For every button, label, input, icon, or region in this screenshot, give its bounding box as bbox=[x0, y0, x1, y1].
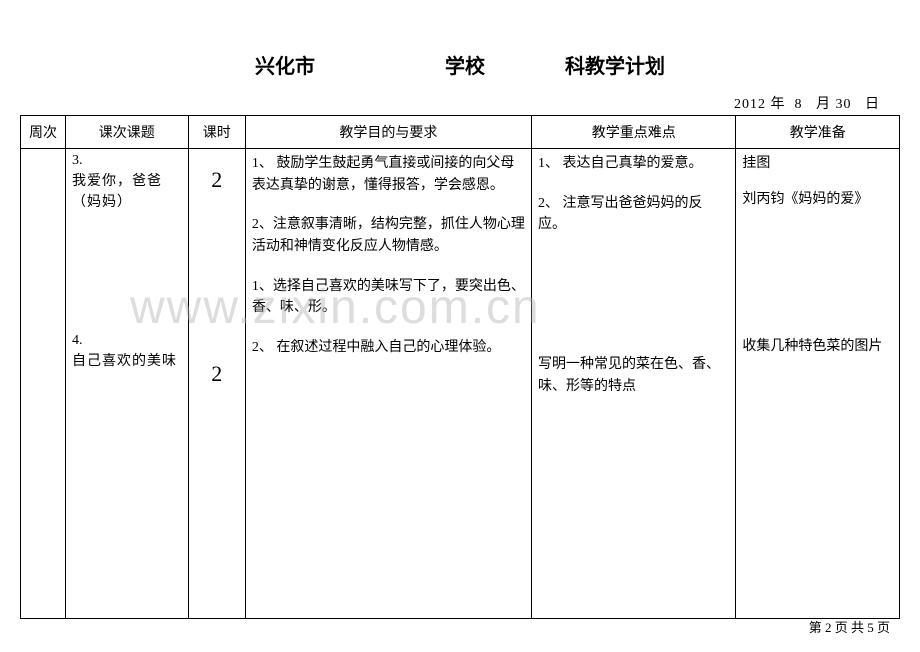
col-hours: 课时 bbox=[188, 116, 245, 149]
plan-table: 周次 课次课题 课时 教学目的与要求 教学重点难点 教学准备 3. 我爱你，爸爸… bbox=[20, 115, 900, 619]
footer-mid: 页 共 bbox=[835, 620, 864, 635]
table-header-row: 周次 课次课题 课时 教学目的与要求 教学重点难点 教学准备 bbox=[21, 116, 900, 149]
lesson-num: 3. bbox=[72, 153, 182, 169]
col-objectives: 教学目的与要求 bbox=[245, 116, 531, 149]
prep-item: 收集几种特色菜的图片 bbox=[742, 336, 893, 358]
lesson-num: 4. bbox=[72, 333, 182, 349]
prep-item: 挂图 bbox=[742, 153, 893, 175]
cell-prep: 挂图 刘丙钧《妈妈的爱》 收集几种特色菜的图片 bbox=[736, 149, 900, 619]
date-year-unit: 年 bbox=[771, 97, 786, 112]
lesson-hours: 2 bbox=[195, 361, 239, 387]
keypoint-item: 1、 表达自己真挚的爱意。 bbox=[538, 153, 729, 175]
lesson-title: 自己喜欢的美味 bbox=[72, 351, 182, 372]
cell-topic: 3. 我爱你，爸爸（妈妈） 4. 自己喜欢的美味 bbox=[65, 149, 188, 619]
objective-item: 1、选择自己喜欢的美味写下了，要突出色、香、味、形。 bbox=[252, 276, 525, 319]
date-day-unit: 日 bbox=[865, 97, 880, 112]
cell-keypoints: 1、 表达自己真挚的爱意。 2、 注意写出爸爸妈妈的反应。 写明一种常见的菜在色… bbox=[532, 149, 736, 619]
col-prep: 教学准备 bbox=[736, 116, 900, 149]
cell-hours: 2 2 bbox=[188, 149, 245, 619]
title-plan: 科教学计划 bbox=[565, 50, 665, 79]
page-footer: 第 2 页 共 5 页 bbox=[809, 617, 890, 636]
date-year: 2012 bbox=[734, 97, 766, 112]
col-keypoints: 教学重点难点 bbox=[532, 116, 736, 149]
col-week: 周次 bbox=[21, 116, 66, 149]
date-month: 8 bbox=[795, 97, 803, 112]
prep-item: 刘丙钧《妈妈的爱》 bbox=[742, 189, 893, 211]
lesson-hours: 2 bbox=[195, 167, 239, 193]
page-title: 兴化市 学校 科教学计划 bbox=[20, 50, 900, 79]
keypoint-item: 写明一种常见的菜在色、香、味、形等的特点 bbox=[538, 354, 729, 397]
title-school: 学校 bbox=[445, 50, 485, 79]
title-city: 兴化市 bbox=[255, 50, 315, 79]
cell-objectives: 1、 鼓励学生鼓起勇气直接或间接的向父母表达真挚的谢意，懂得报答，学会感恩。 2… bbox=[245, 149, 531, 619]
lesson-title: 我爱你，爸爸（妈妈） bbox=[72, 171, 182, 213]
footer-page: 2 bbox=[825, 620, 832, 635]
objective-item: 2、 在叙述过程中融入自己的心理体验。 bbox=[252, 337, 525, 359]
date-month-unit: 月 bbox=[816, 97, 831, 112]
date-day: 30 bbox=[836, 97, 852, 112]
table-row: 3. 我爱你，爸爸（妈妈） 4. 自己喜欢的美味 2 2 1、 鼓励学生鼓起勇气… bbox=[21, 149, 900, 619]
objective-item: 2、注意叙事清晰，结构完整，抓住人物心理活动和神情变化反应人物情感。 bbox=[252, 214, 525, 257]
footer-prefix: 第 bbox=[809, 620, 822, 635]
footer-total: 5 bbox=[867, 620, 874, 635]
cell-week bbox=[21, 149, 66, 619]
date-line: 2012 年 8 月 30 日 bbox=[20, 93, 900, 113]
col-topic: 课次课题 bbox=[65, 116, 188, 149]
keypoint-item: 2、 注意写出爸爸妈妈的反应。 bbox=[538, 193, 729, 236]
objective-item: 1、 鼓励学生鼓起勇气直接或间接的向父母表达真挚的谢意，懂得报答，学会感恩。 bbox=[252, 153, 525, 196]
footer-suffix: 页 bbox=[877, 620, 890, 635]
